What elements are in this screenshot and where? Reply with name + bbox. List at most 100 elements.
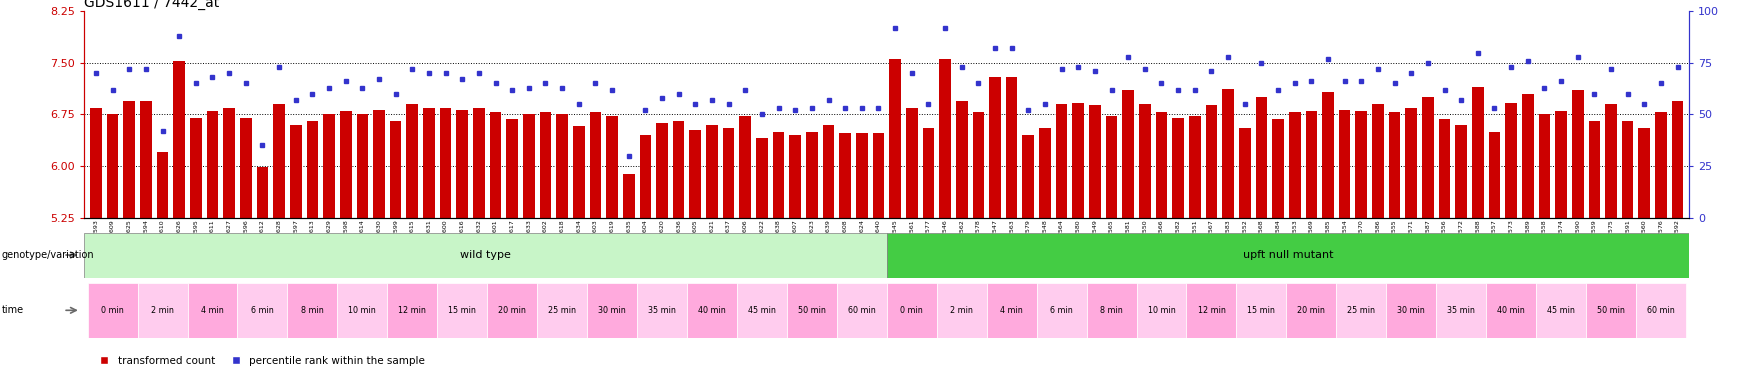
Text: 8 min: 8 min bbox=[1100, 306, 1121, 315]
Text: 50 min: 50 min bbox=[797, 306, 825, 315]
Bar bbox=[1388, 112, 1399, 218]
Bar bbox=[790, 135, 800, 218]
Legend: transformed count, percentile rank within the sample: transformed count, percentile rank withi… bbox=[90, 351, 428, 370]
Bar bbox=[240, 118, 251, 218]
Text: 25 min: 25 min bbox=[1346, 306, 1374, 315]
Bar bbox=[955, 100, 967, 218]
Bar bbox=[539, 112, 551, 218]
Text: 45 min: 45 min bbox=[748, 306, 776, 315]
Bar bbox=[988, 76, 1000, 218]
Text: upft null mutant: upft null mutant bbox=[1243, 250, 1332, 260]
Bar bbox=[1522, 94, 1532, 218]
Bar bbox=[1255, 97, 1267, 218]
Bar bbox=[88, 283, 137, 338]
Bar bbox=[886, 283, 935, 338]
Bar bbox=[806, 132, 818, 218]
Bar bbox=[1588, 121, 1599, 218]
Bar bbox=[1436, 283, 1485, 338]
Bar bbox=[1636, 283, 1685, 338]
Bar bbox=[1671, 100, 1683, 218]
Bar bbox=[1088, 105, 1100, 218]
Bar bbox=[1485, 283, 1536, 338]
Bar bbox=[786, 283, 837, 338]
Text: 25 min: 25 min bbox=[548, 306, 576, 315]
Bar bbox=[986, 283, 1035, 338]
Text: 12 min: 12 min bbox=[398, 306, 426, 315]
Bar bbox=[1072, 103, 1083, 218]
Bar bbox=[1286, 283, 1336, 338]
Bar bbox=[290, 125, 302, 217]
Bar bbox=[921, 128, 934, 217]
Bar bbox=[637, 283, 686, 338]
Text: 10 min: 10 min bbox=[347, 306, 376, 315]
Bar bbox=[839, 133, 851, 218]
Bar bbox=[886, 232, 1688, 278]
Bar bbox=[174, 62, 184, 217]
Text: 8 min: 8 min bbox=[300, 306, 323, 315]
Bar bbox=[872, 133, 885, 218]
Bar bbox=[1536, 283, 1585, 338]
Bar bbox=[1471, 87, 1483, 218]
Bar bbox=[190, 118, 202, 218]
Text: 40 min: 40 min bbox=[698, 306, 725, 315]
Text: 60 min: 60 min bbox=[1646, 306, 1674, 315]
Bar bbox=[107, 114, 118, 218]
Bar bbox=[590, 112, 600, 218]
Bar bbox=[1437, 119, 1450, 218]
Bar bbox=[1239, 128, 1250, 217]
Bar bbox=[486, 283, 537, 338]
Bar bbox=[84, 232, 886, 278]
Bar bbox=[556, 114, 567, 218]
Bar bbox=[1555, 111, 1565, 218]
Bar bbox=[737, 283, 786, 338]
Bar bbox=[505, 119, 518, 218]
Bar bbox=[1121, 90, 1134, 218]
Bar bbox=[1304, 111, 1316, 218]
Bar bbox=[1385, 283, 1436, 338]
Bar bbox=[156, 152, 168, 217]
Bar bbox=[1039, 128, 1049, 217]
Bar bbox=[1537, 114, 1550, 218]
Bar bbox=[390, 121, 402, 218]
Text: 35 min: 35 min bbox=[1446, 306, 1474, 315]
Bar bbox=[972, 112, 983, 218]
Bar bbox=[1236, 283, 1286, 338]
Bar bbox=[237, 283, 288, 338]
Bar bbox=[690, 130, 700, 218]
Bar bbox=[739, 116, 751, 218]
Bar bbox=[374, 110, 384, 218]
Bar bbox=[137, 283, 188, 338]
Bar bbox=[1155, 112, 1167, 218]
Text: GDS1611 / 7442_at: GDS1611 / 7442_at bbox=[84, 0, 219, 10]
Text: 60 min: 60 min bbox=[848, 306, 876, 315]
Bar bbox=[256, 167, 269, 217]
Bar bbox=[906, 108, 918, 218]
Bar bbox=[437, 283, 486, 338]
Text: 45 min: 45 min bbox=[1546, 306, 1574, 315]
Bar bbox=[939, 59, 951, 217]
Bar bbox=[1422, 97, 1432, 218]
Text: 50 min: 50 min bbox=[1597, 306, 1623, 315]
Bar bbox=[623, 174, 634, 217]
Bar bbox=[1455, 125, 1465, 217]
Bar bbox=[1106, 116, 1116, 218]
Bar bbox=[188, 283, 237, 338]
Bar bbox=[686, 283, 737, 338]
Bar bbox=[656, 123, 667, 218]
Bar bbox=[1172, 118, 1183, 218]
Text: 4 min: 4 min bbox=[1000, 306, 1023, 315]
Bar bbox=[1288, 112, 1300, 218]
Bar bbox=[207, 111, 218, 218]
Bar bbox=[405, 104, 418, 218]
Bar bbox=[1139, 104, 1150, 218]
Bar bbox=[356, 114, 369, 218]
Text: 20 min: 20 min bbox=[498, 306, 526, 315]
Bar bbox=[1188, 116, 1200, 218]
Bar bbox=[1322, 92, 1334, 218]
Bar bbox=[1336, 283, 1385, 338]
Bar bbox=[821, 125, 834, 217]
Bar bbox=[337, 283, 388, 338]
Bar bbox=[537, 283, 586, 338]
Bar bbox=[1404, 108, 1416, 218]
Bar bbox=[439, 108, 451, 218]
